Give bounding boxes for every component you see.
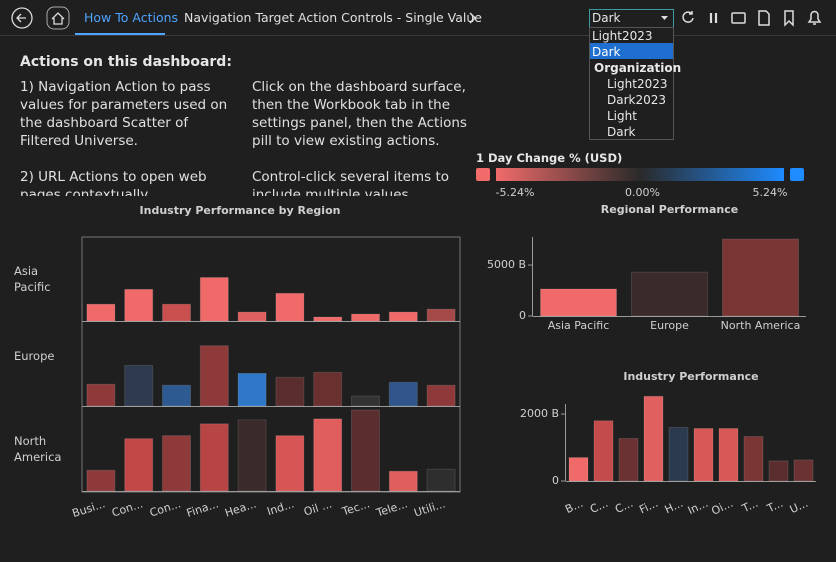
- bar: [125, 439, 153, 491]
- y-tick-label: 0: [552, 474, 559, 487]
- legend-tick-label: 5.24%: [753, 186, 788, 196]
- bar: [200, 278, 228, 321]
- back-icon: [17, 14, 26, 22]
- bar: [238, 420, 266, 491]
- bar: [125, 365, 153, 406]
- x-tick-label: Oil ...: [302, 497, 333, 518]
- x-tick-label: Con...: [110, 497, 144, 519]
- chart-title: Industry Performance: [623, 370, 758, 383]
- x-tick-label: U...: [788, 497, 810, 517]
- bar: [87, 304, 115, 321]
- bar: [632, 272, 708, 316]
- bar: [352, 410, 380, 491]
- x-tick-label: Utili...: [412, 497, 446, 519]
- alerts-icon[interactable]: [809, 12, 820, 24]
- pdf-icon[interactable]: [759, 11, 769, 25]
- x-tick-label: Ind...: [265, 497, 295, 518]
- bar: [794, 460, 813, 481]
- bar: [238, 373, 266, 406]
- x-tick-label: C...: [613, 497, 635, 516]
- bar: [87, 384, 115, 406]
- intro-text: Actions on this dashboard: 1) Navigation…: [0, 40, 836, 196]
- pause-icon[interactable]: [711, 13, 716, 23]
- x-tick-label: Busi...: [71, 497, 107, 520]
- chart-title: Industry Performance by Region: [140, 204, 341, 217]
- bar: [427, 469, 455, 491]
- home-icon: [52, 13, 64, 24]
- bar: [314, 372, 342, 406]
- bar: [389, 312, 417, 321]
- row-label: Europe: [14, 348, 78, 364]
- legend-gradient: [496, 168, 784, 181]
- x-tick-label: Asia Pacific: [548, 319, 610, 332]
- bar: [314, 317, 342, 321]
- bar: [276, 436, 304, 491]
- snapshot-icon[interactable]: [732, 13, 745, 23]
- x-tick-label: Tele...: [374, 497, 409, 520]
- bookmark-icon[interactable]: [785, 11, 793, 25]
- bar: [276, 377, 304, 406]
- x-tick-label: Con...: [148, 497, 182, 519]
- bar: [427, 385, 455, 406]
- y-tick-label: 2000 B: [520, 407, 559, 420]
- bar: [352, 314, 380, 321]
- bar: [744, 436, 763, 481]
- bar: [427, 309, 455, 321]
- bar: [276, 293, 304, 321]
- x-tick-label: C...: [588, 497, 610, 516]
- bar: [719, 428, 738, 481]
- x-tick-label: Fi...: [637, 497, 660, 517]
- legend-tick-label: -5.24%: [496, 186, 535, 196]
- refresh-icon[interactable]: [683, 11, 693, 22]
- bar: [541, 289, 617, 316]
- legend: -5.24% 0.00% 5.24%: [0, 40, 836, 196]
- x-tick-label: Europe: [650, 319, 689, 332]
- select-value[interactable]: Dark: [592, 11, 620, 25]
- legend-tick-label: 0.00%: [625, 186, 660, 196]
- bar: [163, 436, 191, 491]
- row-label: North America: [14, 433, 78, 465]
- bar: [200, 424, 228, 491]
- x-tick-label: Hea...: [223, 497, 258, 519]
- bar: [389, 382, 417, 406]
- home-button[interactable]: [47, 7, 69, 29]
- x-tick-label: Fina...: [185, 497, 220, 519]
- y-tick-label: 5000 B: [487, 258, 526, 271]
- tab[interactable]: How To Actions: [84, 10, 178, 25]
- bar: [669, 427, 688, 481]
- x-tick-label: T...: [739, 497, 760, 516]
- bar: [125, 289, 153, 321]
- bar: [644, 396, 663, 481]
- bar: [352, 396, 380, 406]
- tab[interactable]: Navigation Target: [184, 10, 294, 25]
- x-tick-label: Oi...: [709, 497, 735, 518]
- x-tick-label: In...: [686, 497, 710, 518]
- x-tick-label: T...: [764, 497, 785, 516]
- bar: [314, 419, 342, 491]
- bar: [769, 461, 788, 481]
- bar: [389, 471, 417, 491]
- y-tick-label: 0: [519, 309, 526, 322]
- x-tick-label: Tec...: [340, 497, 372, 518]
- tab[interactable]: Action Controls - Single Value: [298, 10, 482, 25]
- bar: [569, 458, 588, 481]
- bar: [594, 421, 613, 481]
- bar: [163, 385, 191, 406]
- x-tick-label: H...: [663, 497, 685, 517]
- bar: [723, 239, 799, 316]
- bar: [619, 438, 638, 481]
- row-label: Asia Pacific: [14, 263, 78, 295]
- bar: [200, 346, 228, 406]
- chart-title: Regional Performance: [601, 203, 738, 216]
- x-tick-label: North America: [721, 319, 801, 332]
- bar: [87, 470, 115, 491]
- bar: [238, 312, 266, 321]
- x-tick-label: B...: [563, 497, 585, 516]
- bar: [163, 304, 191, 321]
- bar: [694, 428, 713, 481]
